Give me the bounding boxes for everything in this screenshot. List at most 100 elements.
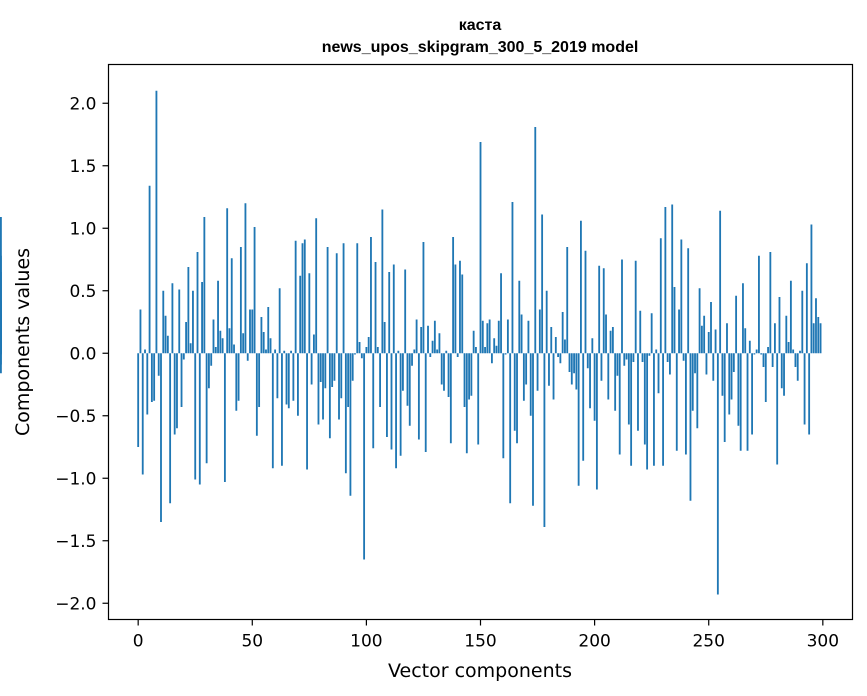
- bar: [805, 263, 808, 354]
- bar: [287, 353, 290, 409]
- plot-frame: [107, 63, 854, 621]
- bar: [481, 320, 484, 354]
- bar: [294, 240, 297, 354]
- x-tick-label: 50: [241, 632, 263, 652]
- bar: [566, 247, 569, 354]
- bar: [698, 288, 701, 354]
- y-tick-label: −1.5: [55, 532, 96, 552]
- bar: [354, 353, 356, 355]
- bar: [144, 349, 146, 354]
- bar: [148, 185, 151, 354]
- bar: [214, 347, 217, 354]
- bar: [607, 353, 610, 400]
- bar: [477, 353, 480, 445]
- bar: [673, 287, 676, 354]
- bar: [244, 203, 247, 354]
- bar: [568, 353, 571, 372]
- bar: [328, 353, 331, 439]
- bar: [260, 317, 263, 354]
- bar: [235, 353, 238, 411]
- bar: [737, 353, 740, 426]
- bar: [386, 353, 388, 437]
- bar: [684, 353, 687, 455]
- bar: [472, 330, 475, 354]
- bar: [351, 353, 354, 381]
- bar: [198, 353, 201, 485]
- bar: [783, 353, 785, 396]
- x-tick-label: 300: [807, 632, 839, 652]
- bar: [317, 353, 320, 425]
- bar: [335, 253, 338, 354]
- bar: [196, 252, 199, 354]
- bar: [182, 353, 185, 360]
- bar: [623, 353, 626, 366]
- bar: [230, 258, 233, 354]
- y-tick-label: 1.0: [69, 219, 96, 239]
- y-tick-label: 1.5: [69, 157, 96, 177]
- bar: [735, 295, 738, 354]
- bar: [292, 353, 295, 401]
- bar: [534, 127, 537, 354]
- bar: [758, 255, 760, 354]
- bar: [176, 353, 178, 429]
- y-tick-label: −1.0: [55, 469, 96, 489]
- bar: [363, 353, 366, 560]
- bar: [559, 353, 562, 364]
- bar: [461, 274, 464, 354]
- bar: [810, 224, 813, 354]
- bar: [593, 353, 596, 421]
- bar: [664, 207, 667, 354]
- bar: [153, 353, 156, 401]
- bar: [753, 353, 756, 355]
- bar: [470, 353, 473, 396]
- bar: [691, 353, 694, 411]
- bar: [687, 248, 690, 354]
- bar: [383, 322, 386, 354]
- bar: [600, 353, 603, 381]
- bar: [641, 353, 644, 362]
- bar: [283, 350, 286, 354]
- bar: [627, 353, 630, 425]
- bar: [491, 353, 493, 364]
- bar: [538, 309, 541, 354]
- bar: [315, 218, 318, 354]
- bar: [486, 323, 489, 354]
- bar: [748, 340, 751, 354]
- bar: [580, 220, 582, 354]
- bar: [554, 337, 557, 354]
- bar: [285, 353, 288, 405]
- bar: [465, 353, 468, 454]
- bar: [397, 350, 400, 354]
- bar: [511, 202, 514, 354]
- bar: [817, 317, 820, 354]
- bar: [431, 340, 434, 354]
- bar: [157, 353, 160, 376]
- bar: [265, 349, 267, 354]
- bar: [440, 353, 443, 385]
- y-tick-label: −0.5: [55, 407, 96, 427]
- bar: [171, 283, 174, 354]
- bar: [723, 353, 726, 442]
- bar: [744, 328, 747, 354]
- bar: [150, 353, 153, 402]
- bar: [595, 353, 598, 490]
- bar: [137, 353, 140, 447]
- bar: [324, 353, 327, 389]
- bar: [445, 350, 448, 354]
- bar: [527, 320, 530, 354]
- bar: [308, 273, 311, 354]
- bar: [166, 335, 169, 354]
- bar: [463, 353, 466, 407]
- bar: [520, 314, 523, 354]
- bar: [443, 353, 445, 391]
- bar: [584, 250, 587, 354]
- bar: [815, 298, 817, 354]
- bar: [297, 353, 299, 416]
- bar: [258, 353, 261, 407]
- bar: [271, 353, 274, 469]
- bar: [274, 349, 277, 354]
- bar: [0, 300, 2, 354]
- bar: [479, 142, 482, 354]
- bar: [689, 353, 692, 501]
- bar: [730, 353, 733, 400]
